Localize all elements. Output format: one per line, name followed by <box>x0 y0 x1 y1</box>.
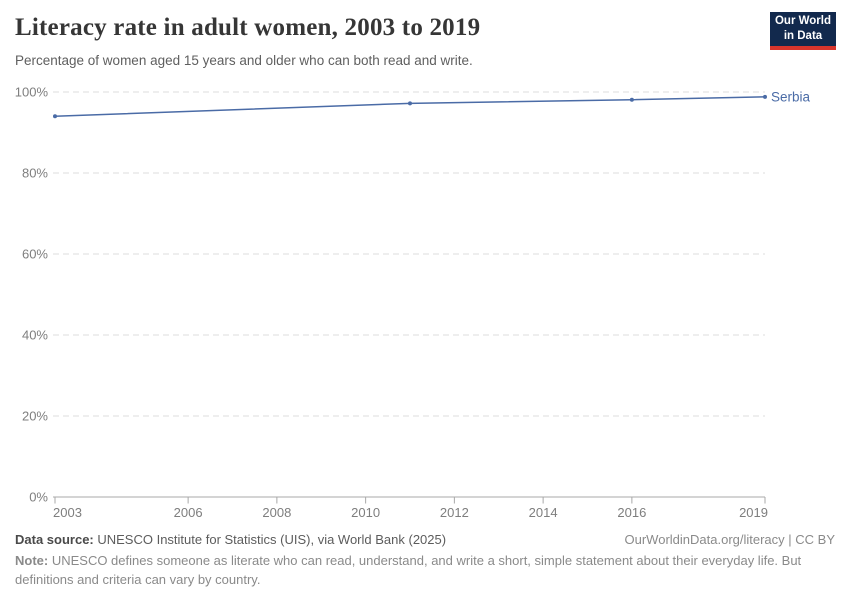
owid-logo[interactable]: Our World in Data <box>770 12 836 50</box>
y-tick-label-0: 0% <box>29 490 48 505</box>
chart-footer: Data source: UNESCO Institute for Statis… <box>15 532 835 590</box>
x-tick-label-2016: 2016 <box>617 505 646 520</box>
x-tick-label-2014: 2014 <box>529 505 558 520</box>
x-tick-label-2003: 2003 <box>53 505 82 520</box>
y-tick-label-20: 20% <box>22 409 48 424</box>
data-source-label: Data source: <box>15 532 94 547</box>
series-line-serbia[interactable] <box>54 96 766 118</box>
x-tick-label-2019: 2019 <box>739 505 768 520</box>
series-label-serbia[interactable]: Serbia <box>771 89 811 104</box>
note-text: UNESCO defines someone as literate who c… <box>15 553 802 587</box>
chart-subtitle: Percentage of women aged 15 years and ol… <box>15 53 473 68</box>
logo-line1: Our World <box>774 15 831 28</box>
y-tick-label-60: 60% <box>22 247 48 262</box>
owid-license-link[interactable]: OurWorldinData.org/literacy | CC BY <box>624 532 835 547</box>
data-point-serbia-2003[interactable] <box>53 114 57 119</box>
data-point-serbia-2016[interactable] <box>629 97 634 102</box>
y-tick-label-40: 40% <box>22 328 48 343</box>
x-tick-label-2008: 2008 <box>262 505 291 520</box>
data-source: Data source: UNESCO Institute for Statis… <box>15 532 446 547</box>
x-tick-label-2010: 2010 <box>351 505 380 520</box>
y-tick-label-80: 80% <box>22 166 48 181</box>
y-tick-label-100: 100% <box>15 85 49 100</box>
note-label: Note: <box>15 553 49 568</box>
line-chart[interactable]: 0% 20% 40% 60% 80% 100% 2003 2006 2008 2010 2012 20… <box>0 80 850 525</box>
data-point-serbia-2011[interactable] <box>408 101 412 106</box>
data-point-serbia-2019[interactable] <box>763 94 767 99</box>
x-tick-label-2012: 2012 <box>440 505 469 520</box>
data-source-text: UNESCO Institute for Statistics (UIS), v… <box>93 532 447 547</box>
chart-note: Note: UNESCO defines someone as literate… <box>15 552 835 590</box>
logo-line2: in Data <box>783 30 823 42</box>
page-title: Literacy rate in adult women, 2003 to 20… <box>15 14 481 41</box>
x-tick-label-2006: 2006 <box>174 505 203 520</box>
